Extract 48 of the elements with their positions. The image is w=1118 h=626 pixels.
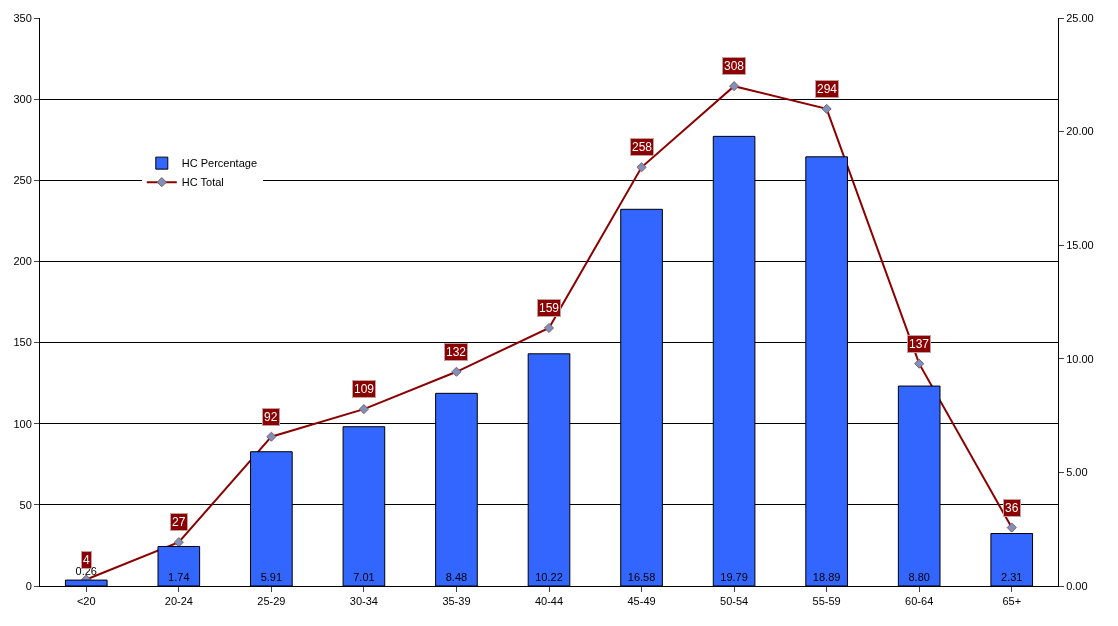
y2-tick-label: 5.00	[1066, 466, 1088, 479]
y2-tick-label: 0.00	[1066, 579, 1088, 592]
y2-tick-label: 10.00	[1066, 352, 1094, 365]
x-tick-label: 40-44	[534, 595, 564, 608]
legend-label: HC Percentage	[181, 157, 258, 170]
data-label: 294	[817, 82, 838, 96]
data-label: 132	[446, 345, 467, 359]
y-tick-label: 0	[25, 579, 32, 592]
data-label: 7.01	[353, 571, 375, 583]
data-label: 109	[354, 382, 375, 396]
data-label: 36	[1005, 501, 1019, 515]
x-tick-label: 30-34	[349, 595, 378, 608]
y-tick-label: 250	[13, 174, 32, 187]
data-label: 27	[172, 515, 186, 529]
y2-tick-label: 20.00	[1066, 125, 1094, 138]
y-tick-label: 200	[13, 255, 32, 268]
data-label: 1.74	[168, 571, 190, 583]
y-tick-label: 50	[19, 498, 32, 511]
x-tick-label: 50-54	[720, 595, 749, 608]
data-label: 159	[539, 301, 560, 315]
y-tick-label: 100	[13, 417, 32, 430]
data-label: 19.79	[720, 571, 748, 583]
data-label: 8.48	[445, 571, 468, 583]
y2-tick-label: 15.00	[1066, 239, 1094, 252]
x-tick-label: 65+	[1002, 595, 1022, 608]
x-tick-label: 55-59	[812, 595, 841, 608]
x-tick-label: 25-29	[257, 595, 286, 608]
x-tick-label: 35-39	[442, 595, 471, 608]
data-label: 308	[724, 59, 745, 73]
x-tick-label: 20-24	[164, 595, 193, 608]
x-tick-label: 60-64	[905, 595, 934, 608]
x-tick-label: <20	[76, 595, 96, 608]
y2-tick-label: 25.00	[1066, 11, 1094, 24]
y-tick-label: 300	[13, 92, 32, 105]
data-label: 92	[264, 410, 278, 424]
data-label: 5.91	[260, 571, 283, 583]
x-tick-label: 45-49	[627, 595, 656, 608]
data-label: 4	[83, 553, 90, 567]
data-label: 8.80	[908, 571, 930, 583]
data-label: 16.58	[627, 571, 656, 583]
y-tick-label: 150	[13, 336, 32, 349]
data-label: 2.31	[1001, 571, 1023, 583]
data-label: 258	[632, 140, 653, 154]
legend-label: HC Total	[181, 176, 224, 189]
data-label: 18.89	[812, 571, 841, 583]
y-tick-label: 350	[13, 11, 32, 24]
data-label: 137	[909, 337, 930, 351]
data-label: 10.22	[535, 571, 563, 583]
